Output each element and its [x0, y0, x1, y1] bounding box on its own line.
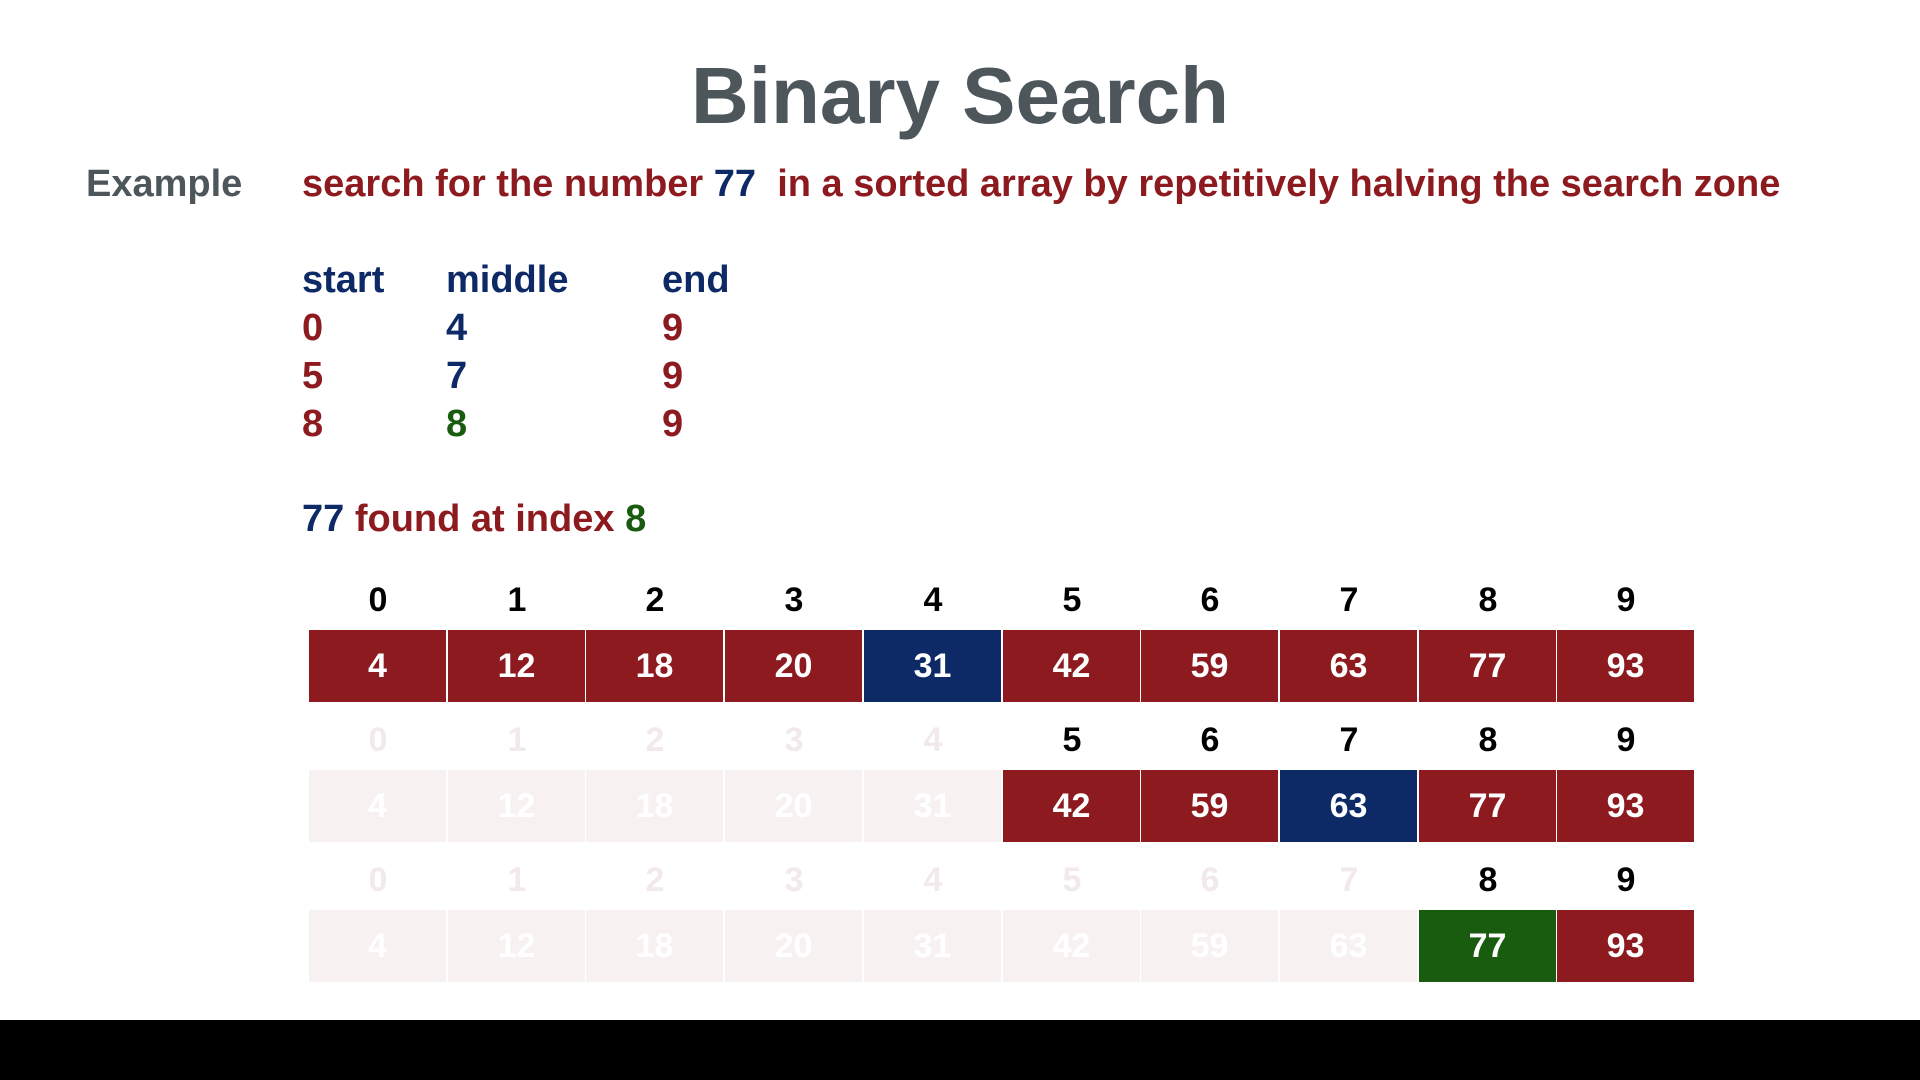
- row-2-cell-0: 4: [309, 770, 446, 842]
- row-3-cell-6: 59: [1141, 910, 1278, 982]
- row-3-index-0: 0: [368, 861, 388, 899]
- row-3-index-7: 7: [1339, 861, 1359, 899]
- column-header-end: end: [662, 259, 730, 301]
- column-header-start: start: [302, 259, 385, 301]
- step-3-start: 8: [302, 403, 324, 445]
- row-3-index-6: 6: [1200, 861, 1220, 899]
- step-1-middle: 4: [446, 307, 468, 349]
- row-3-cell-4: 31: [864, 910, 1001, 982]
- description-part-2: in a sorted array by repetitively halvin…: [777, 163, 1781, 205]
- row-1-index-1: 1: [507, 581, 527, 619]
- row-2-cell-9: 93: [1557, 770, 1694, 842]
- example-label: Example: [86, 163, 243, 205]
- step-2-middle: 7: [446, 355, 468, 397]
- row-1-cell-6: 59: [1141, 630, 1278, 702]
- row-2-index-1: 1: [507, 721, 527, 759]
- column-header-middle: middle: [446, 259, 569, 301]
- row-1-index-5: 5: [1062, 581, 1082, 619]
- result-index: 8: [625, 498, 647, 540]
- bottom-bar: [0, 1020, 1920, 1080]
- row-3-index-3: 3: [784, 861, 804, 899]
- slide: Binary Search Example search for the num…: [86, 51, 1781, 982]
- row-1-cell-0: 4: [309, 630, 446, 702]
- result-text: found at index: [354, 498, 615, 540]
- row-2-cell-8: 77: [1419, 770, 1556, 842]
- row-3-index-1: 1: [507, 861, 527, 899]
- row-2-cell-5: 42: [1003, 770, 1140, 842]
- row-1-index-2: 2: [645, 581, 665, 619]
- row-1-cell-7: 63: [1280, 630, 1417, 702]
- row-1-index-6: 6: [1200, 581, 1220, 619]
- row-3-cell-1: 12: [448, 910, 585, 982]
- description-target: 77: [713, 163, 757, 205]
- row-3-cell-5: 42: [1003, 910, 1140, 982]
- row-3-cell-8: 77: [1419, 910, 1556, 982]
- result-value: 77: [302, 498, 345, 540]
- row-3-cell-7: 63: [1280, 910, 1417, 982]
- row-2-index-5: 5: [1062, 721, 1082, 759]
- row-1-cell-9: 93: [1557, 630, 1694, 702]
- row-2-index-7: 7: [1339, 721, 1359, 759]
- row-1-cell-4: 31: [864, 630, 1001, 702]
- row-2-index-0: 0: [368, 721, 388, 759]
- row-2-cell-3: 20: [725, 770, 862, 842]
- row-3-index-2: 2: [645, 861, 665, 899]
- row-3-cell-2: 18: [586, 910, 723, 982]
- row-3-index-4: 4: [923, 861, 943, 899]
- row-3-cell-9: 93: [1557, 910, 1694, 982]
- row-2-index-9: 9: [1616, 721, 1636, 759]
- row-1-index-8: 8: [1478, 581, 1498, 619]
- description-part-1: search for the number: [302, 163, 704, 205]
- row-1-cell-5: 42: [1003, 630, 1140, 702]
- step-2-end: 9: [662, 355, 684, 397]
- row-1-index-3: 3: [784, 581, 804, 619]
- step-3-end: 9: [662, 403, 684, 445]
- row-3-index-8: 8: [1478, 861, 1498, 899]
- row-1-index-0: 0: [368, 581, 388, 619]
- row-1-cell-8: 77: [1419, 630, 1556, 702]
- row-1-cell-3: 20: [725, 630, 862, 702]
- row-2-index-6: 6: [1200, 721, 1220, 759]
- result-line: 77 found at index 8: [302, 497, 646, 541]
- row-2-index-2: 2: [645, 721, 665, 759]
- row-2-index-8: 8: [1478, 721, 1498, 759]
- step-1-end: 9: [662, 307, 684, 349]
- row-2-cell-7: 63: [1280, 770, 1417, 842]
- row-2-index-3: 3: [784, 721, 804, 759]
- page-title: Binary Search: [690, 51, 1230, 140]
- row-1-cell-2: 18: [586, 630, 723, 702]
- row-2-cell-2: 18: [586, 770, 723, 842]
- row-3-index-9: 9: [1616, 861, 1636, 899]
- row-2-cell-6: 59: [1141, 770, 1278, 842]
- row-2-cell-1: 12: [448, 770, 585, 842]
- step-1-start: 0: [302, 307, 324, 349]
- row-3-cell-3: 20: [725, 910, 862, 982]
- row-1-cell-1: 12: [448, 630, 585, 702]
- step-2-start: 5: [302, 355, 324, 397]
- row-3-cell-0: 4: [309, 910, 446, 982]
- row-2-cell-4: 31: [864, 770, 1001, 842]
- row-2-index-4: 4: [923, 721, 943, 759]
- row-1-index-9: 9: [1616, 581, 1636, 619]
- row-1-index-4: 4: [923, 581, 943, 619]
- row-1-index-7: 7: [1339, 581, 1359, 619]
- row-3-index-5: 5: [1062, 861, 1082, 899]
- problem-description: search for the number 77 in a sorted arr…: [302, 162, 1780, 206]
- step-3-middle: 8: [446, 403, 468, 445]
